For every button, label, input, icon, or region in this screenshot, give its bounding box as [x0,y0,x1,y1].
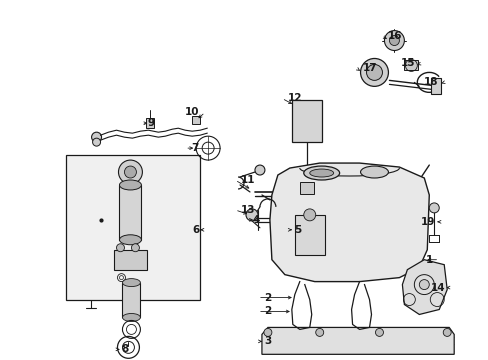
Circle shape [245,209,258,221]
Bar [119,185,141,240]
Polygon shape [262,328,453,354]
Bar [299,182,313,194]
Circle shape [360,58,387,86]
Circle shape [91,132,102,142]
Text: 6: 6 [191,225,199,235]
Bar [294,215,324,255]
Text: 13: 13 [241,205,255,215]
Bar [146,118,154,128]
Ellipse shape [309,169,333,177]
Circle shape [366,64,382,80]
Bar [192,116,200,124]
Circle shape [384,31,404,50]
Text: 15: 15 [400,58,414,68]
Text: 3: 3 [264,336,271,346]
Text: 2: 2 [264,293,271,302]
Circle shape [118,160,142,184]
Ellipse shape [360,166,387,178]
Polygon shape [269,163,428,282]
Text: 8: 8 [121,345,128,354]
Circle shape [303,209,315,221]
Circle shape [442,328,450,336]
Circle shape [116,244,124,252]
Bar [65,155,200,300]
Ellipse shape [119,180,141,190]
Circle shape [264,328,271,336]
Text: 19: 19 [420,217,434,227]
Circle shape [419,280,428,289]
Text: 11: 11 [241,175,255,185]
Text: 7: 7 [191,143,198,153]
Ellipse shape [303,166,339,180]
Circle shape [428,203,438,213]
Text: 5: 5 [293,225,301,235]
Text: 2: 2 [264,306,271,316]
Circle shape [254,165,264,175]
Bar [113,250,147,270]
Text: 16: 16 [386,31,401,41]
Ellipse shape [119,235,141,245]
Circle shape [124,166,136,178]
Text: 9: 9 [147,118,154,128]
Circle shape [92,138,101,146]
Bar [430,78,440,94]
Circle shape [375,328,383,336]
Text: 1: 1 [425,255,432,265]
Bar [291,100,321,142]
Polygon shape [402,260,447,315]
Circle shape [131,244,139,252]
Ellipse shape [122,279,140,287]
Text: 4: 4 [252,215,260,225]
Text: 17: 17 [362,63,376,73]
Circle shape [388,36,399,45]
Text: 12: 12 [287,93,302,103]
Text: 14: 14 [430,283,444,293]
Text: 10: 10 [184,107,199,117]
Text: 18: 18 [423,77,437,87]
Circle shape [315,328,323,336]
Ellipse shape [122,314,140,321]
Bar [404,60,417,71]
Bar [122,283,140,318]
